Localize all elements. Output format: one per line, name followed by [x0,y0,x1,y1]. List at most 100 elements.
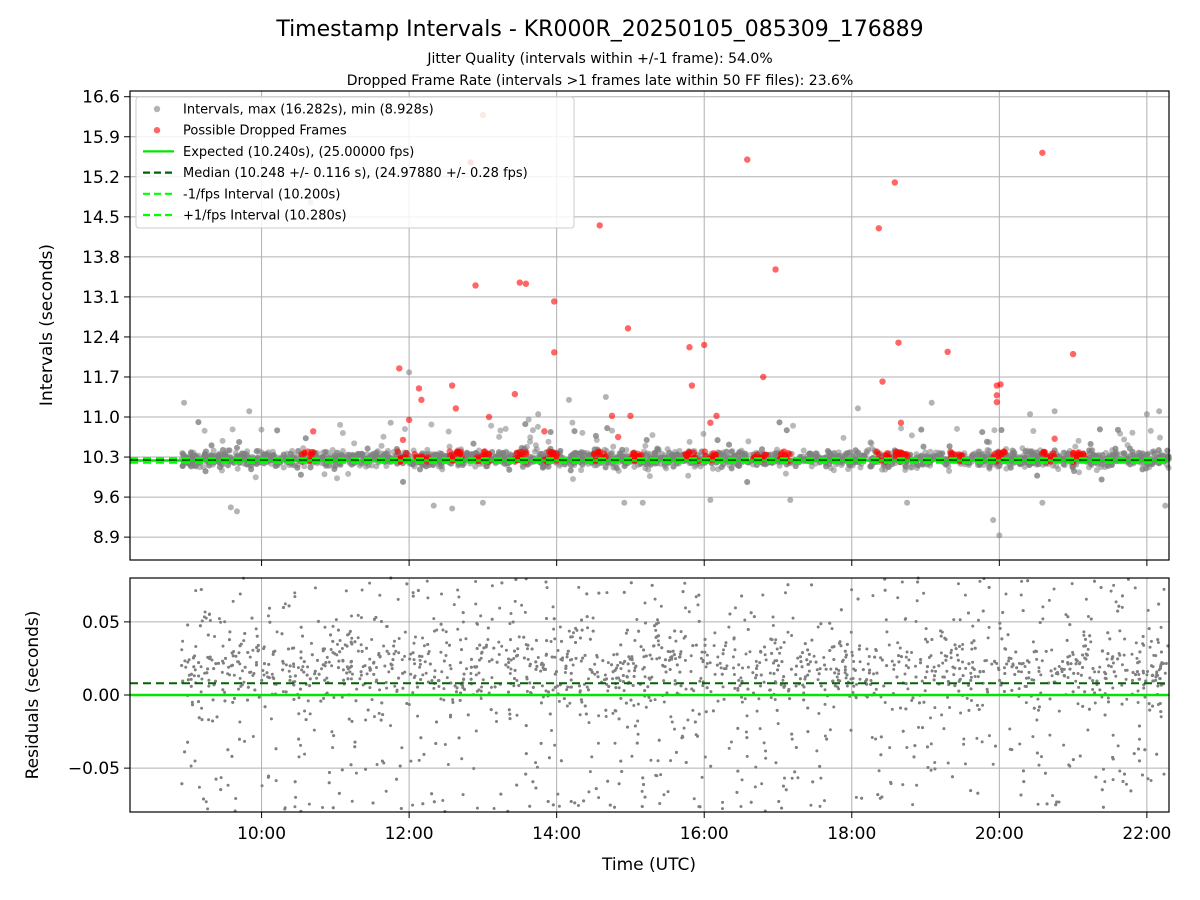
residual-point [933,760,937,764]
residual-point [474,729,478,733]
interval-point [657,454,664,461]
residual-point [365,672,369,676]
residual-point [760,782,764,786]
residual-point [274,779,278,783]
residual-point [1048,733,1052,737]
residual-point [242,639,246,643]
residual-point [904,617,908,621]
residual-point [213,635,217,639]
residual-point [682,726,686,730]
residual-point [497,653,501,657]
intervals-y-tick-label: 11.7 [82,368,120,388]
residual-point [498,606,502,610]
interval-point [409,461,416,468]
residual-point [508,622,512,626]
residual-point [553,637,557,641]
interval-point [783,427,790,434]
residual-point [955,653,959,657]
residual-point [451,698,455,702]
residual-point [843,665,847,669]
residual-point [771,615,775,619]
residual-point [896,641,900,645]
residual-point [368,657,372,661]
residual-point [204,616,208,620]
residual-point [796,656,800,660]
interval-point [943,461,950,468]
residual-point [512,684,516,688]
residual-point [1154,654,1158,658]
residual-point [420,654,424,658]
interval-point [534,423,541,430]
legend-marker [153,127,161,134]
interval-point [406,369,413,376]
residual-point [423,660,427,664]
dropped-frame-point [308,448,315,456]
interval-point [339,448,346,455]
residual-point [223,620,227,624]
residual-point [924,627,928,631]
interval-point [253,448,260,455]
residual-point [385,686,389,690]
residual-point [374,666,378,670]
interval-point [616,450,623,457]
residual-point [721,685,725,689]
chart-subtitle-dropped: Dropped Frame Rate (intervals >1 frames … [347,73,854,89]
interval-point [1156,408,1163,415]
residual-point [293,805,297,809]
residual-point [349,614,353,618]
residual-point [1066,675,1070,679]
residual-point [248,655,252,659]
residual-point [823,734,827,738]
residual-point [929,742,933,746]
residual-point [636,719,640,723]
residual-point [242,680,246,684]
residual-point [435,628,439,632]
residual-point [617,686,621,690]
interval-point [351,440,358,447]
residual-point [378,688,382,692]
residual-point [773,641,777,645]
residual-point [969,698,973,702]
residual-point [683,581,687,585]
interval-point [812,450,819,457]
residual-point [1035,657,1039,661]
residual-point [656,639,660,643]
residual-point [1060,670,1064,674]
interval-point [364,445,371,452]
residual-point [1136,700,1140,704]
interval-point [654,446,661,453]
residual-point [890,659,894,663]
dropped-frame-point [993,398,1001,406]
residual-point [845,684,849,688]
residual-point [1019,662,1023,666]
residual-point [1116,744,1120,748]
residual-point [762,741,766,745]
residual-point [556,792,560,796]
residual-point [791,616,795,620]
residual-point [200,706,204,710]
interval-point [368,462,375,469]
residual-point [321,805,325,809]
residual-point [662,679,666,683]
dropped-frame-point [627,412,634,420]
residual-point [962,737,966,741]
interval-point [1055,466,1062,473]
interval-point [782,470,789,477]
interval-point [1060,449,1067,456]
residual-point [545,586,549,590]
residual-point [733,648,737,652]
residual-point [890,707,894,711]
residual-point [395,690,399,694]
residual-point [987,625,991,629]
dropped-frame-point [1038,450,1046,457]
interval-point [580,449,587,456]
residual-point [739,676,743,680]
residual-point [400,658,404,662]
dropped-frame-point [399,436,407,444]
residual-point [283,807,287,811]
residual-point [1031,640,1035,644]
dropped-frame-point [600,450,608,457]
residual-point [1051,794,1055,798]
interval-point [240,453,247,460]
interval-point [302,435,309,442]
